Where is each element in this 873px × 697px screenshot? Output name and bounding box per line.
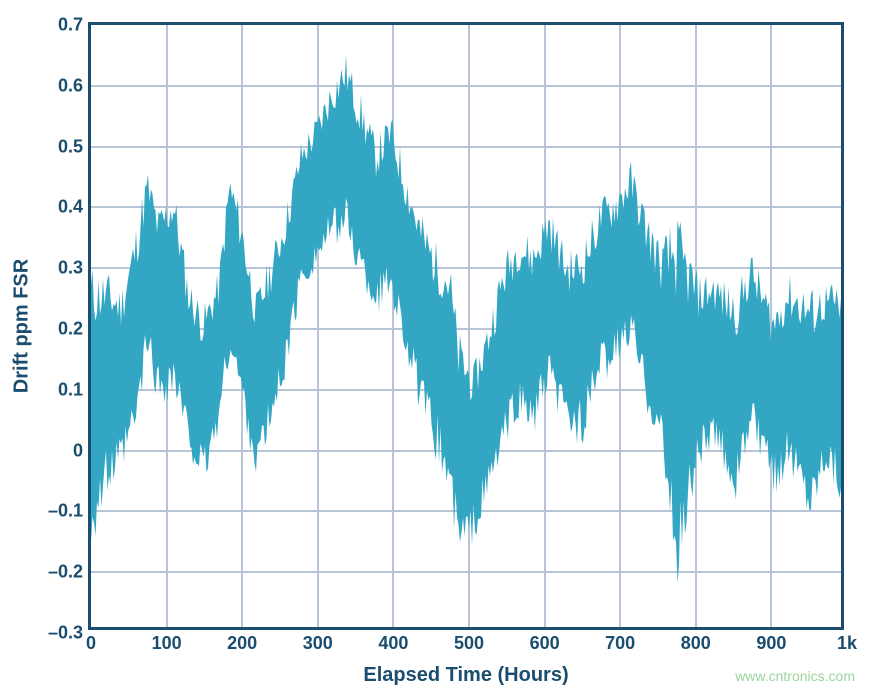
- x-tick-label: 100: [152, 627, 182, 654]
- grid-vertical: [695, 25, 697, 627]
- x-tick-label: 500: [454, 627, 484, 654]
- grid-horizontal: [91, 510, 841, 512]
- plot-area: 01002003004005006007008009001k–0.3–0.2–0…: [88, 22, 844, 630]
- grid-horizontal: [91, 328, 841, 330]
- grid-vertical: [392, 25, 394, 627]
- x-tick-label: 200: [227, 627, 257, 654]
- grid-vertical: [317, 25, 319, 627]
- grid-horizontal: [91, 146, 841, 148]
- x-axis-label: Elapsed Time (Hours): [363, 664, 568, 687]
- y-tick-label: –0.3: [48, 623, 91, 644]
- y-tick-label: –0.2: [48, 562, 91, 583]
- grid-horizontal: [91, 571, 841, 573]
- y-tick-label: 0.2: [58, 319, 91, 340]
- grid-vertical: [468, 25, 470, 627]
- y-tick-label: 0.4: [58, 197, 91, 218]
- grid-vertical: [166, 25, 168, 627]
- y-tick-label: 0: [73, 440, 91, 461]
- grid-vertical: [241, 25, 243, 627]
- y-tick-label: 0.6: [58, 75, 91, 96]
- x-tick-label: 300: [303, 627, 333, 654]
- drift-band: [91, 54, 841, 582]
- x-tick-label: 800: [681, 627, 711, 654]
- x-tick-label: 700: [605, 627, 635, 654]
- drift-chart: 0 100 200 300 400 500 600 700 800 900 1k –0.3 –0.2 –0…: [0, 0, 873, 697]
- grid-horizontal: [91, 450, 841, 452]
- watermark: www.cntronics.com: [735, 668, 855, 684]
- grid-horizontal: [91, 85, 841, 87]
- y-tick-label: 0.3: [58, 258, 91, 279]
- grid-vertical: [770, 25, 772, 627]
- y-tick-label: 0.1: [58, 379, 91, 400]
- y-axis-label: Drift ppm FSR: [11, 259, 34, 393]
- x-tick-label: 1k: [837, 627, 857, 654]
- y-tick-label: 0.7: [58, 15, 91, 36]
- x-tick-label: 600: [530, 627, 560, 654]
- y-tick-label: –0.1: [48, 501, 91, 522]
- grid-vertical: [619, 25, 621, 627]
- grid-horizontal: [91, 206, 841, 208]
- grid-vertical: [544, 25, 546, 627]
- data-series: [91, 25, 841, 627]
- grid-horizontal: [91, 267, 841, 269]
- grid-horizontal: [91, 389, 841, 391]
- x-tick-label: 900: [756, 627, 786, 654]
- x-tick-label: 400: [378, 627, 408, 654]
- y-tick-label: 0.5: [58, 136, 91, 157]
